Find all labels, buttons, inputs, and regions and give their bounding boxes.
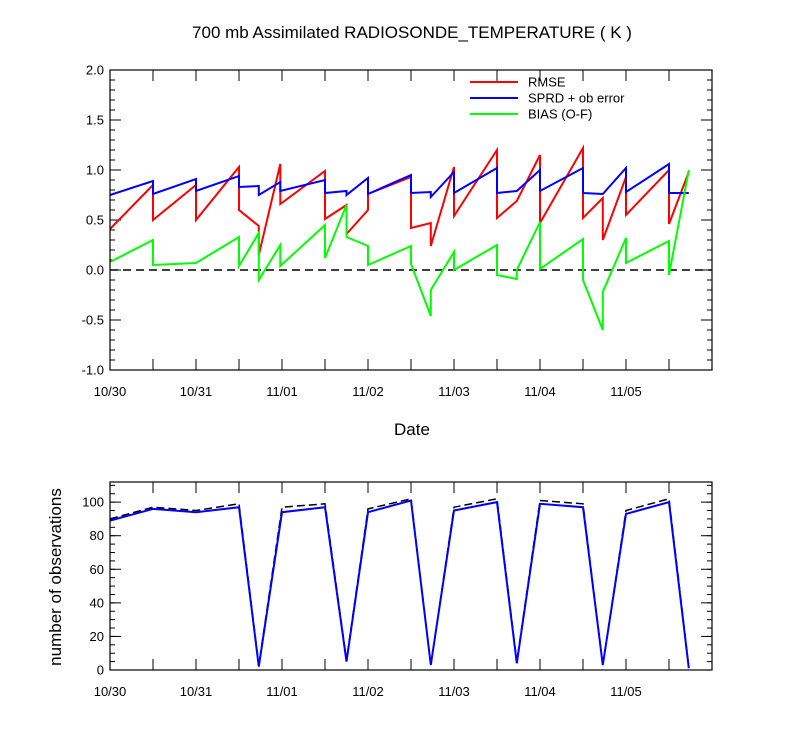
x-axis-title: Date: [394, 420, 430, 439]
series-line-sprd-ob-error: [109, 162, 689, 200]
x-tick-label: 10/30: [94, 384, 127, 399]
y-tick-label: 1.0: [86, 163, 104, 178]
chart-title: 700 mb Assimilated RADIOSONDE_TEMPERATUR…: [192, 23, 632, 42]
plot-frame: [109, 69, 713, 371]
y-tick-label: 0.5: [86, 213, 104, 228]
x-tick-label: 11/05: [610, 684, 642, 699]
bottom-plot-panel: 0 20 40 60 80 100 10/30 10/31 11/01 11/02 11/03 11/…: [82, 481, 713, 699]
legend-label: SPRD + ob error: [528, 91, 625, 106]
y-tick-label: 1.5: [86, 113, 104, 128]
x-tick-label: 11/05: [610, 384, 642, 399]
y-axis-title: number of observations: [46, 488, 65, 666]
y-tick-label: 20: [90, 629, 104, 644]
plot-frame: [109, 481, 713, 671]
y-tick-label: 80: [90, 528, 104, 543]
series-line-rmse: [109, 144, 690, 256]
y-tick-label: -0.5: [82, 313, 104, 328]
y-tick-label: -1.0: [82, 363, 104, 378]
y-tick-label: 2.0: [86, 63, 104, 78]
series-line-series-0: [109, 497, 690, 667]
series-line-bias-o-f: [109, 169, 690, 331]
x-tick-label: 11/04: [524, 684, 556, 699]
x-tick-label: 11/03: [438, 684, 470, 699]
y-tick-label: 0: [97, 663, 104, 678]
legend-label: RMSE: [528, 75, 566, 90]
y-tick-label: 40: [90, 595, 104, 610]
x-tick-label: 11/01: [266, 384, 298, 399]
y-tick-label: 60: [90, 562, 104, 577]
y-tick-label: 100: [82, 495, 104, 510]
x-tick-label: 11/02: [352, 684, 384, 699]
x-tick-label: 11/04: [524, 384, 556, 399]
x-tick-label: 10/30: [94, 684, 127, 699]
legend-label: BIAS (O-F): [528, 107, 592, 122]
x-tick-label: 11/01: [266, 684, 298, 699]
y-tick-label: 0.0: [86, 263, 104, 278]
x-tick-label: 11/02: [352, 384, 384, 399]
x-tick-label: 10/31: [180, 684, 213, 699]
x-tick-label: 10/31: [180, 384, 213, 399]
series-line-series-1: [109, 499, 690, 669]
x-tick-label: 11/03: [438, 384, 470, 399]
top-plot-panel: -1.0 -0.5 0.0 0.5 1.0 1.5 2.0 10/30 10/31 11/01 11…: [82, 63, 713, 399]
